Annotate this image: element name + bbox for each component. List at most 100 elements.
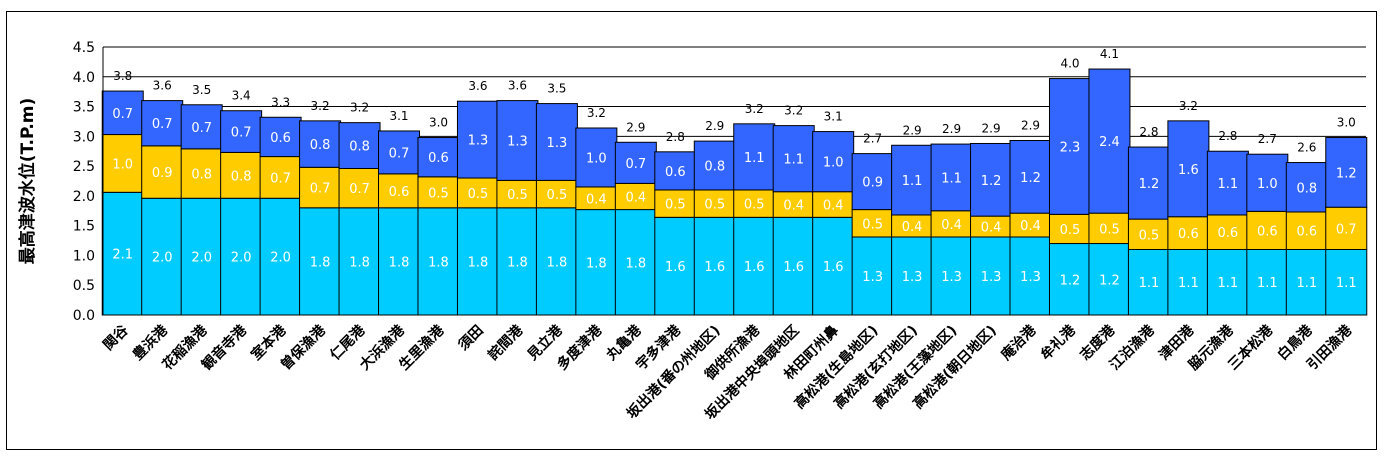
- x-category-label: 多度津港: [554, 321, 606, 373]
- total-label: 2.9: [705, 119, 724, 133]
- bar-segment-middle: [1048, 213, 1091, 245]
- x-category-label: 三本松港: [1225, 321, 1277, 373]
- x-category-label: 観音寺港: [198, 321, 250, 373]
- bar-segment-top: [772, 125, 815, 193]
- total-label: 3.4: [232, 89, 251, 103]
- bar-segment-top: [299, 120, 342, 168]
- bar-segment-top: [338, 122, 381, 169]
- segment-label: 0.5: [1060, 223, 1081, 238]
- bar-segment-middle: [141, 145, 184, 199]
- segment-label: 0.5: [704, 198, 725, 213]
- bar-segment-top: [180, 104, 223, 150]
- segment-label: 1.3: [1020, 270, 1041, 285]
- bar-segment-top: [220, 110, 263, 153]
- segment-label: 1.8: [389, 255, 410, 270]
- total-label: 3.6: [508, 79, 527, 93]
- segment-label: 0.4: [902, 220, 923, 235]
- segment-label: 0.7: [152, 117, 173, 132]
- bar-segment-top: [812, 131, 855, 193]
- y-tick-label: 3.5: [73, 100, 95, 116]
- segment-label: 0.5: [744, 198, 765, 213]
- segment-label: 0.9: [862, 176, 883, 191]
- segment-label: 1.8: [547, 255, 568, 270]
- segment-label: 0.5: [1139, 228, 1160, 243]
- bar-segment-top: [259, 116, 302, 158]
- x-category-label: 生里漁港: [396, 321, 448, 373]
- segment-label: 1.2: [1099, 273, 1120, 288]
- total-label: 4.1: [1100, 47, 1119, 61]
- bar-segment-top: [1167, 120, 1210, 218]
- total-label: 2.9: [903, 123, 922, 137]
- x-category-label: 関谷: [100, 322, 132, 354]
- total-label: 3.1: [389, 109, 408, 123]
- segment-label: 1.3: [468, 134, 489, 149]
- x-category-label: 詫間港: [485, 321, 527, 363]
- segment-label: 1.6: [744, 260, 765, 275]
- total-label: 2.9: [942, 122, 961, 136]
- total-label: 3.5: [547, 82, 566, 96]
- segment-label: 1.0: [1257, 177, 1278, 192]
- total-label: 3.2: [784, 104, 803, 118]
- bar-segment-top: [101, 90, 144, 136]
- y-tick-label: 1.0: [73, 248, 95, 264]
- total-label: 3.6: [468, 79, 487, 93]
- segment-label: 0.4: [625, 190, 646, 205]
- segment-label: 0.5: [1099, 222, 1120, 237]
- segment-label: 1.8: [310, 255, 331, 270]
- total-label: 2.8: [666, 130, 685, 144]
- segment-label: 1.8: [507, 255, 528, 270]
- segment-label: 1.1: [1257, 276, 1278, 291]
- segment-label: 1.3: [862, 270, 883, 285]
- bar-segment-middle: [101, 134, 144, 193]
- segment-label: 0.6: [1296, 225, 1317, 240]
- total-label: 3.1: [824, 110, 843, 124]
- bar-segment-middle: [654, 189, 697, 218]
- bar-segment-base: [1325, 248, 1368, 316]
- total-label: 4.0: [1060, 57, 1079, 71]
- total-label: 2.8: [1139, 125, 1158, 139]
- segment-label: 1.2: [1060, 273, 1081, 288]
- x-category-label: 牟礼港: [1037, 321, 1079, 363]
- segment-label: 1.8: [586, 256, 607, 271]
- segment-label: 0.6: [428, 151, 449, 166]
- bar-segment-middle: [812, 191, 855, 218]
- total-label: 3.0: [1337, 116, 1356, 130]
- segment-label: 0.6: [665, 165, 686, 180]
- segment-label: 2.0: [152, 251, 173, 266]
- bar-segment-top: [891, 144, 934, 216]
- total-label: 2.7: [863, 132, 882, 146]
- segment-label: 0.5: [665, 198, 686, 213]
- y-tick-label: 0.0: [73, 308, 95, 324]
- bar-segment-base: [101, 191, 144, 316]
- segment-label: 1.3: [902, 270, 923, 285]
- total-label: 2.8: [1218, 129, 1237, 143]
- segment-label: 1.3: [507, 135, 528, 150]
- segment-label: 0.8: [310, 138, 331, 153]
- total-label: 2.9: [1021, 119, 1040, 133]
- segment-label: 0.4: [1020, 219, 1041, 234]
- bar-segment-top: [1088, 68, 1131, 214]
- bar-segment-base: [378, 207, 421, 316]
- bar-segment-base: [575, 209, 618, 316]
- bar-segment-middle: [1325, 206, 1368, 250]
- segment-label: 0.7: [389, 146, 410, 161]
- bar-segment-top: [575, 127, 618, 188]
- segment-label: 1.2: [1139, 177, 1160, 192]
- segment-label: 0.7: [231, 126, 252, 141]
- total-label: 3.2: [350, 101, 369, 115]
- total-label: 2.6: [1297, 141, 1316, 155]
- total-label: 3.2: [311, 99, 330, 113]
- segment-label: 0.4: [586, 192, 607, 207]
- segment-label: 1.8: [349, 255, 370, 270]
- segment-label: 1.1: [1218, 276, 1239, 291]
- bar-segment-base: [299, 207, 342, 316]
- segment-label: 0.4: [981, 221, 1002, 236]
- bar-segment-top: [1325, 137, 1368, 208]
- segment-label: 1.0: [586, 151, 607, 166]
- segment-label: 0.5: [468, 187, 489, 202]
- segment-label: 2.0: [231, 251, 252, 266]
- bar-segment-base: [1206, 248, 1249, 316]
- bar-segment-top: [456, 100, 499, 179]
- segment-label: 0.7: [349, 182, 370, 197]
